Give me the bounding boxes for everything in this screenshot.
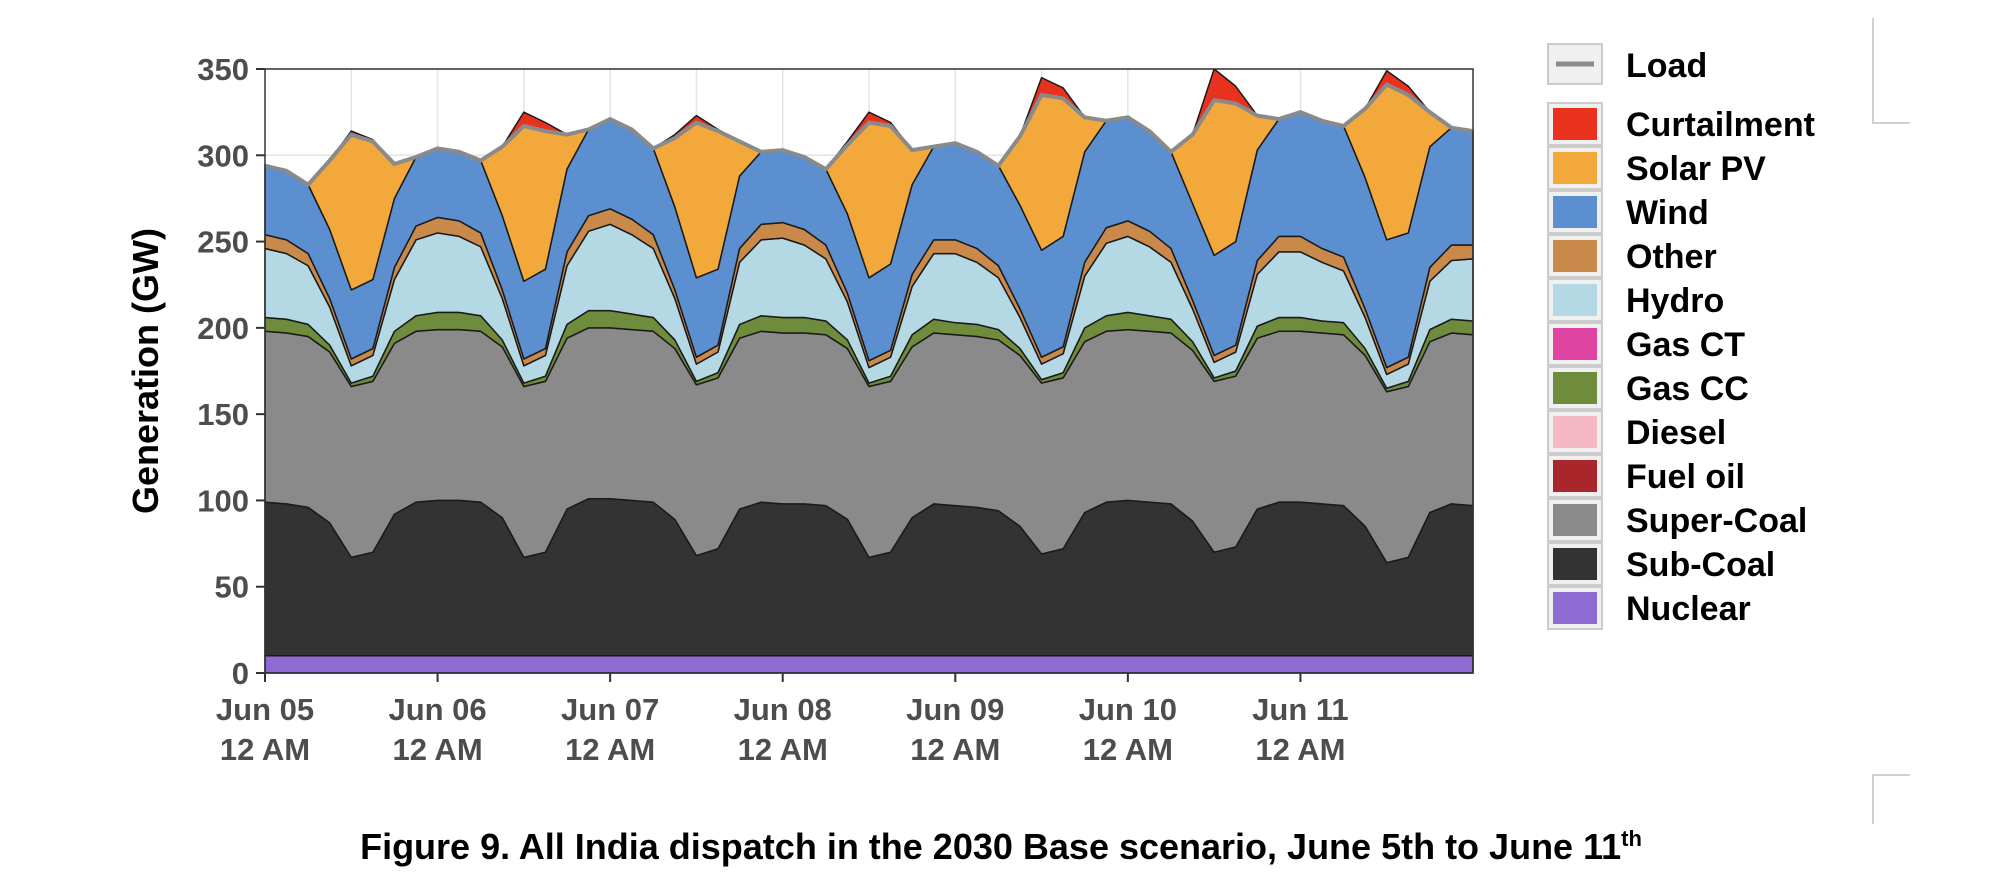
x-tick-label-time: 12 AM — [738, 732, 828, 767]
caption-text: Figure 9. All India dispatch in the 2030… — [360, 826, 1622, 867]
legend-label-super-coal: Super-Coal — [1626, 502, 1807, 540]
x-tick-label-time: 12 AM — [565, 732, 655, 767]
legend-label-sub-coal: Sub-Coal — [1626, 546, 1775, 584]
x-tick-label-time: 12 AM — [220, 732, 310, 767]
legend-label-gas-ct: Gas CT — [1626, 326, 1745, 364]
legend-swatch-nuclear — [1553, 592, 1597, 624]
load-line — [264, 82, 1474, 188]
y-tick-label: 0 — [232, 656, 249, 691]
axes: 0 50 100 150 200 250 300 350 Jun 05 12 AM Jun 06 12… — [197, 52, 1348, 767]
legend-swatch-curtailment — [1553, 108, 1597, 140]
legend-label-gas-cc: Gas CC — [1626, 370, 1749, 408]
legend-label-solar-pv: Solar PV — [1626, 150, 1766, 188]
corner-mark-bottom — [1872, 774, 1910, 824]
x-tick-label-date: Jun 06 — [388, 692, 486, 727]
x-tick-label-date: Jun 07 — [561, 692, 659, 727]
legend-swatch-solar-pv — [1553, 152, 1597, 184]
legend-swatch-diesel — [1553, 416, 1597, 448]
legend-label-other: Other — [1626, 238, 1717, 276]
y-tick-label: 150 — [197, 397, 249, 432]
area-nuclear — [264, 654, 1474, 674]
legend-swatch-hydro — [1553, 284, 1597, 316]
plot-border — [264, 68, 1474, 674]
y-tick-label: 350 — [197, 52, 249, 87]
corner-mark-top — [1872, 18, 1910, 124]
legend-label-load: Load — [1626, 47, 1707, 85]
stacked-areas — [264, 68, 1474, 674]
x-tick-label-time: 12 AM — [392, 732, 482, 767]
legend-label-curtailment: Curtailment — [1626, 106, 1815, 144]
y-tick-label: 250 — [197, 225, 249, 260]
legend: Load Curtailment Solar PV Wind Other Hydro Gas… — [1547, 43, 1815, 630]
legend-swatch-sub-coal — [1553, 548, 1597, 580]
legend-label-wind: Wind — [1626, 194, 1709, 232]
x-tick-label-date: Jun 05 — [216, 692, 314, 727]
x-tick-label-date: Jun 09 — [906, 692, 1004, 727]
figure-caption: Figure 9. All India dispatch in the 2030… — [0, 826, 2002, 868]
legend-swatch-wind — [1553, 196, 1597, 228]
legend-label-diesel: Diesel — [1626, 414, 1726, 452]
x-tick-label-date: Jun 08 — [734, 692, 832, 727]
legend-swatch-gas-cc — [1553, 372, 1597, 404]
caption-superscript: th — [1621, 826, 1642, 851]
x-tick-label-time: 12 AM — [1083, 732, 1173, 767]
legend-swatch-fuel-oil — [1553, 460, 1597, 492]
legend-label-hydro: Hydro — [1626, 282, 1724, 320]
x-tick-label-date: Jun 11 — [1252, 692, 1349, 727]
y-tick-label: 300 — [197, 138, 249, 173]
x-tick-label-date: Jun 10 — [1079, 692, 1177, 727]
legend-swatch-other — [1553, 240, 1597, 272]
y-tick-label: 100 — [197, 483, 249, 518]
legend-label-fuel-oil: Fuel oil — [1626, 458, 1745, 496]
chart: 0 50 100 150 200 250 300 350 Jun 05 12 AM Jun 06 12… — [125, 43, 1815, 767]
y-tick-label: 50 — [215, 570, 249, 605]
legend-swatch-gas-ct — [1553, 328, 1597, 360]
x-tick-label-time: 12 AM — [1255, 732, 1345, 767]
y-axis-label: Generation (GW) — [125, 228, 166, 514]
y-tick-label: 200 — [197, 311, 249, 346]
x-tick-label-time: 12 AM — [910, 732, 1000, 767]
legend-swatch-super-coal — [1553, 504, 1597, 536]
legend-label-nuclear: Nuclear — [1626, 590, 1751, 628]
